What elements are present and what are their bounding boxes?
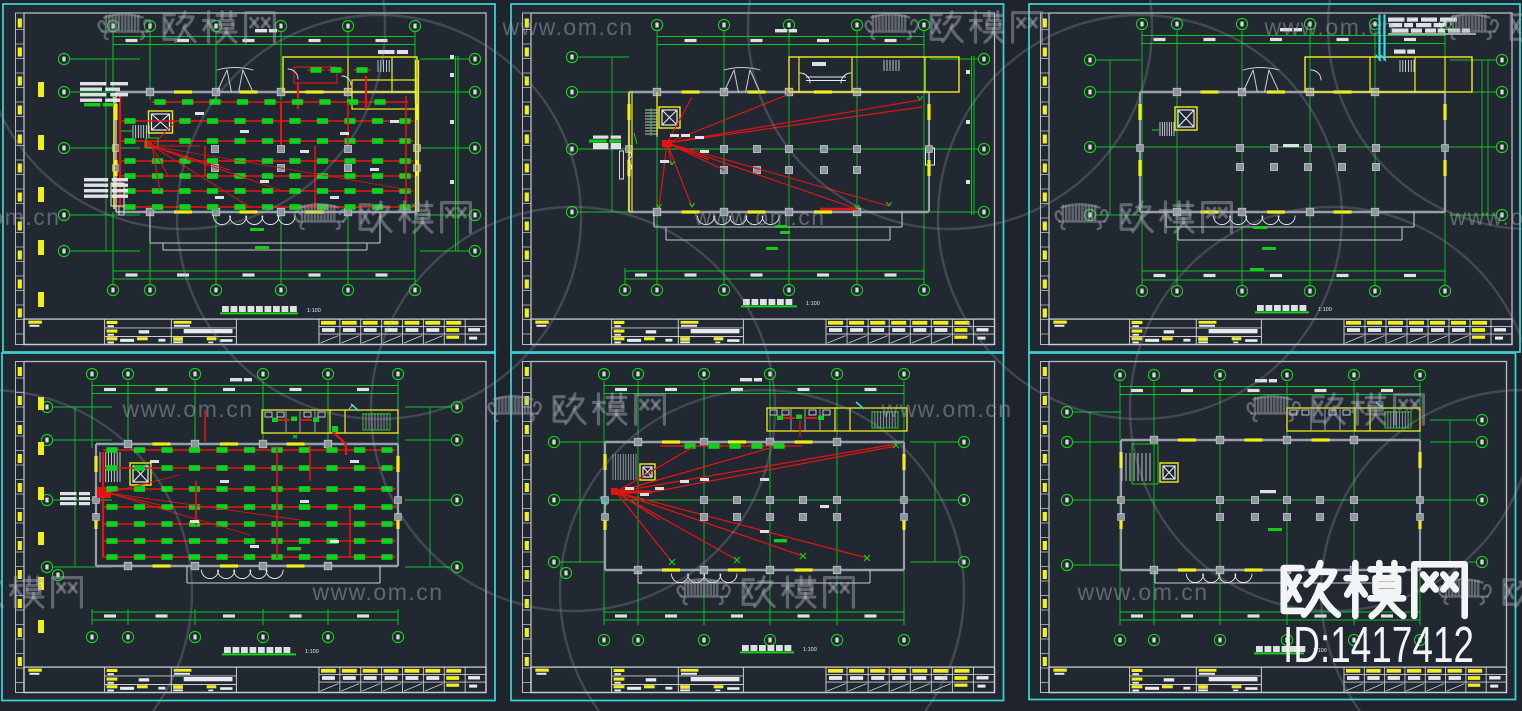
svg-text:1:100: 1:100 [1313, 648, 1327, 654]
svg-text:www.om.cn: www.om.cn [1076, 579, 1208, 605]
svg-text:www.om.cn: www.om.cn [121, 396, 253, 422]
svg-text:1:100: 1:100 [1318, 307, 1332, 313]
svg-text:1:100: 1:100 [305, 649, 319, 655]
svg-text:1:100: 1:100 [307, 308, 321, 314]
svg-text:www.om.cn: www.om.cn [1448, 204, 1522, 230]
svg-text:1:100: 1:100 [803, 647, 817, 653]
svg-text:www.om.cn: www.om.cn [501, 14, 633, 40]
svg-text:www.om.cn: www.om.cn [693, 204, 825, 230]
svg-text:1:100: 1:100 [806, 301, 820, 307]
svg-text:www.om.cn: www.om.cn [311, 579, 443, 605]
svg-text:www.om.cn: www.om.cn [0, 204, 61, 230]
svg-text:www.om.cn: www.om.cn [880, 396, 1012, 422]
svg-text:www.om.cn: www.om.cn [1263, 14, 1395, 40]
